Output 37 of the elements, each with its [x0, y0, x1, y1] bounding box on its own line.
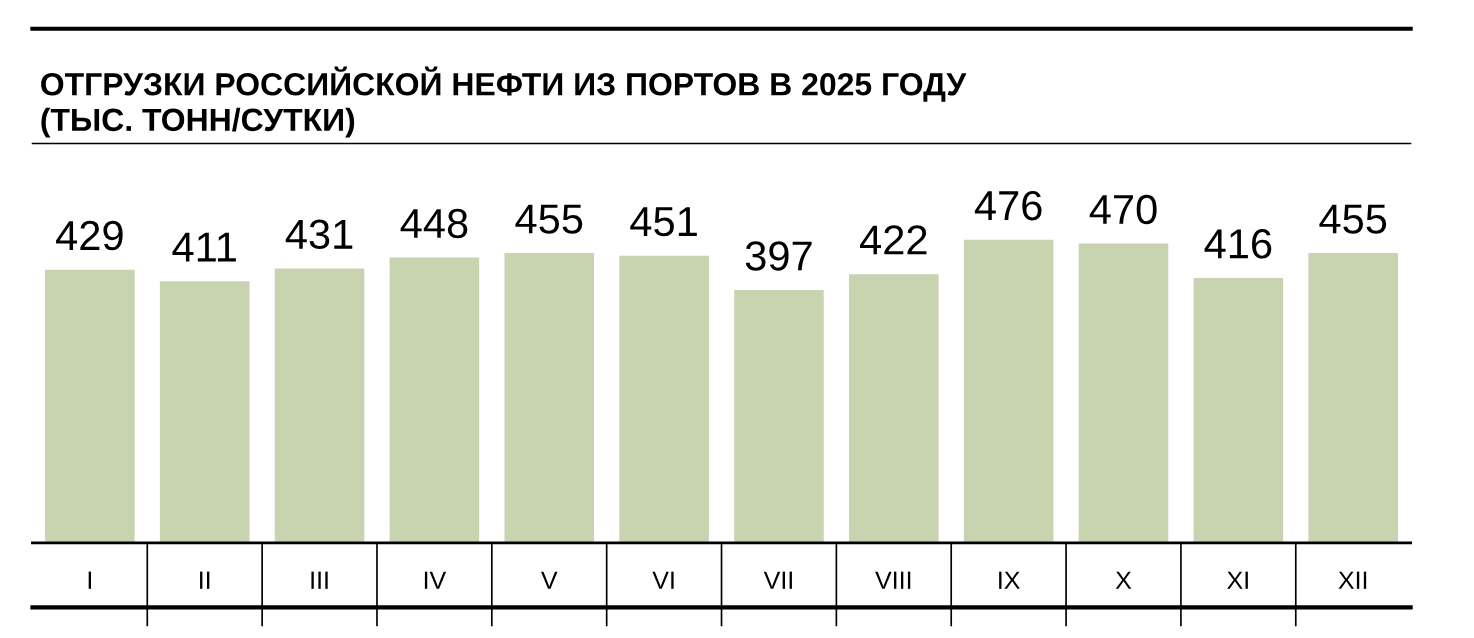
- x-tick-label: III: [311, 571, 328, 589]
- x-tick-label: XII: [1338, 571, 1367, 589]
- x-tick-label: IV: [424, 571, 447, 589]
- bar: [274, 268, 365, 543]
- bar: [504, 253, 595, 543]
- x-tick-label: VI: [652, 571, 674, 589]
- x-tick-label: X: [1115, 571, 1132, 589]
- bar: [389, 257, 480, 543]
- x-tick-label: V: [541, 571, 558, 589]
- bar: [619, 255, 709, 543]
- data-label: 397: [745, 241, 812, 271]
- chart-title: ОТГРУЗКИ РОССИЙСКОЙ НЕФТИ ИЗ ПОРТОВ В 2025 ГОДУ (ТЫС. ТОНН/СУТКИ): [41, 66, 967, 138]
- bar: [1078, 243, 1169, 543]
- data-label: 422: [860, 225, 927, 255]
- x-tick-label: XI: [1227, 571, 1248, 589]
- data-label: 416: [1204, 229, 1272, 259]
- bar: [159, 281, 250, 543]
- data-label: 455: [1319, 204, 1387, 234]
- x-tick-label: II: [200, 571, 210, 589]
- data-label: 470: [1089, 194, 1157, 225]
- data-label: 431: [285, 219, 353, 250]
- data-label: 476: [974, 190, 1042, 221]
- bar: [1193, 277, 1284, 543]
- data-label: 448: [400, 208, 468, 239]
- x-tick-label: I: [88, 571, 92, 589]
- bar: [963, 239, 1054, 543]
- bar: [849, 274, 939, 543]
- x-tick-label: IX: [999, 571, 1020, 589]
- x-tick-label: VIII: [875, 571, 911, 589]
- bar: [734, 290, 824, 543]
- data-label: 451: [630, 207, 697, 237]
- data-label: 429: [56, 220, 123, 251]
- bar: [45, 269, 135, 543]
- data-label: 411: [172, 232, 236, 262]
- bar: [1308, 253, 1398, 543]
- x-tick-label: VII: [763, 571, 792, 589]
- data-label: 455: [515, 204, 583, 234]
